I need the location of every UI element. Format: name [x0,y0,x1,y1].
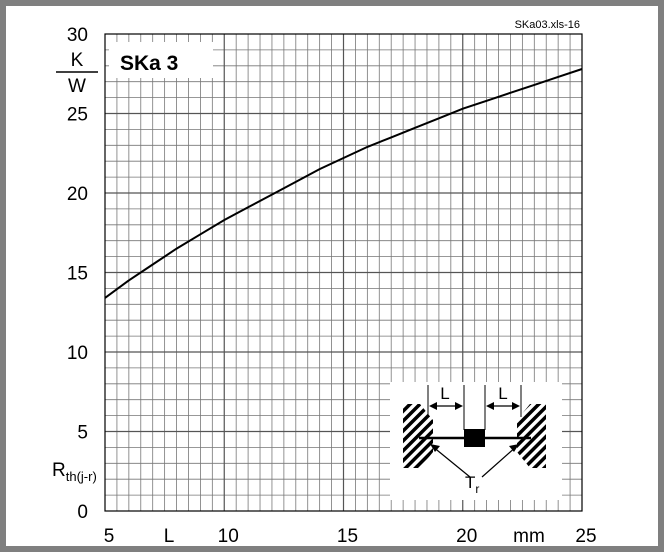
y-tick-label: 10 [67,343,88,364]
y-unit-denominator: W [68,76,86,97]
series-line [104,68,583,299]
chart-title-box [109,42,213,78]
y-tick-label: 0 [77,502,88,523]
left-heatsink-hatch [403,404,433,468]
dim-arrow-left-b [455,402,463,410]
x-tick-label: 5 [104,526,115,547]
dim-arrow-right-a [486,402,494,410]
x-label-backdrop [152,517,186,543]
temp-pointer-left [431,445,471,478]
x-tick-label: 10 [218,526,239,547]
temp-arrow-left [430,444,440,452]
mounting-diagram-inset: L L Tr [390,382,562,500]
y-tick-label: 5 [77,423,88,444]
chart-title: SKa 3 [120,52,178,75]
y-tick-labels: 0 5 10 15 20 25 30 [67,25,88,523]
y-tick-label: 15 [67,264,88,285]
y-axis-unit: K W [56,50,98,97]
y-unit-numerator: K [71,50,84,71]
y-axis-label-subscript: th(j-r) [66,469,97,484]
file-reference: SKa03.xls-16 [515,19,580,31]
right-heatsink-hatch [517,404,546,468]
inset-temperature-label: Tr [465,473,479,496]
temp-arrow-right [509,444,519,452]
inset-dim-right-label: L [498,384,507,403]
dim-arrow-right-b [512,402,520,410]
inset-temperature-subscript: r [475,482,479,496]
y-axis-label-main: R [52,460,66,481]
y-tick-label: 20 [67,184,88,205]
temp-pointer-right [481,445,518,478]
x-tick-labels: 5 10 15 20 25 [104,526,597,547]
x-unit-backdrop [502,517,558,543]
x-axis-unit: mm [513,526,545,547]
inset-temperature-main: T [465,473,475,492]
plot-border [104,33,583,512]
dim-arrow-left-a [429,402,437,410]
y-tick-label: 30 [67,25,88,46]
inset-dim-left-label: L [440,384,449,403]
inset-component [464,429,485,447]
y-axis-label: Rth(j-r) [52,460,97,484]
x-tick-label: 15 [337,526,358,547]
x-axis-label: L [164,526,175,547]
x-tick-label: 25 [575,526,596,547]
y-tick-label: 25 [67,105,88,126]
x-tick-label: 20 [456,526,477,547]
